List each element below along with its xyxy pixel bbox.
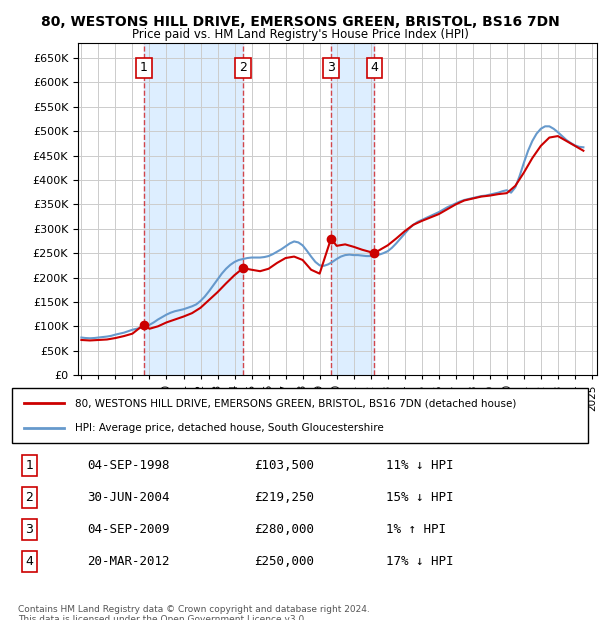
Text: Contains HM Land Registry data © Crown copyright and database right 2024.
This d: Contains HM Land Registry data © Crown c…	[18, 604, 370, 620]
Text: £250,000: £250,000	[254, 555, 314, 568]
Text: 4: 4	[370, 61, 379, 74]
Text: HPI: Average price, detached house, South Gloucestershire: HPI: Average price, detached house, Sout…	[76, 423, 384, 433]
Text: 04-SEP-2009: 04-SEP-2009	[87, 523, 169, 536]
Text: 3: 3	[327, 61, 335, 74]
Text: £103,500: £103,500	[254, 459, 314, 472]
Text: 1% ↑ HPI: 1% ↑ HPI	[386, 523, 446, 536]
Bar	[331, 43, 374, 375]
Text: 04-SEP-1998: 04-SEP-1998	[87, 459, 169, 472]
Text: 4: 4	[25, 555, 33, 568]
Text: 30-JUN-2004: 30-JUN-2004	[87, 491, 169, 504]
Text: 15% ↓ HPI: 15% ↓ HPI	[386, 491, 454, 504]
Text: Price paid vs. HM Land Registry's House Price Index (HPI): Price paid vs. HM Land Registry's House …	[131, 28, 469, 41]
Text: 2: 2	[25, 491, 33, 504]
Text: 1: 1	[140, 61, 148, 74]
Text: 11% ↓ HPI: 11% ↓ HPI	[386, 459, 454, 472]
Text: 80, WESTONS HILL DRIVE, EMERSONS GREEN, BRISTOL, BS16 7DN (detached house): 80, WESTONS HILL DRIVE, EMERSONS GREEN, …	[76, 398, 517, 408]
Text: £280,000: £280,000	[254, 523, 314, 536]
Text: 80, WESTONS HILL DRIVE, EMERSONS GREEN, BRISTOL, BS16 7DN: 80, WESTONS HILL DRIVE, EMERSONS GREEN, …	[41, 16, 559, 30]
Text: 1: 1	[25, 459, 33, 472]
FancyBboxPatch shape	[12, 388, 588, 443]
Bar	[144, 43, 243, 375]
Text: £219,250: £219,250	[254, 491, 314, 504]
Text: 20-MAR-2012: 20-MAR-2012	[87, 555, 169, 568]
Text: 2: 2	[239, 61, 247, 74]
Text: 3: 3	[25, 523, 33, 536]
Text: 17% ↓ HPI: 17% ↓ HPI	[386, 555, 454, 568]
